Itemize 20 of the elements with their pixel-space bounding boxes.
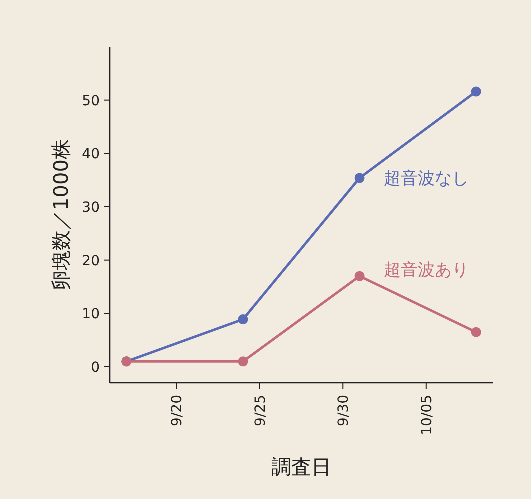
series-label: 超音波あり [384,260,469,280]
x-tick-label: 10/05 [419,395,436,436]
x-tick-label: 9/30 [336,395,352,426]
y-tick-label: 10 [82,306,100,323]
y-axis-title: 卵塊数／1000株 [49,140,73,290]
point [354,271,365,282]
series-label: 超音波なし [384,169,469,190]
y-tick-label: 0 [91,360,100,376]
point [471,327,482,338]
x-tick-label: 9/20 [170,395,186,426]
y-tick-label: 20 [82,253,100,270]
point [238,356,248,367]
x-tick-label: 9/25 [252,395,269,426]
y-tick-label: 40 [82,146,100,163]
point [354,173,365,184]
point [471,86,482,97]
y-tick-label: 50 [82,93,100,110]
point [238,314,248,325]
y-tick-label: 30 [82,200,100,216]
x-axis-title: 調査日 [272,455,332,479]
